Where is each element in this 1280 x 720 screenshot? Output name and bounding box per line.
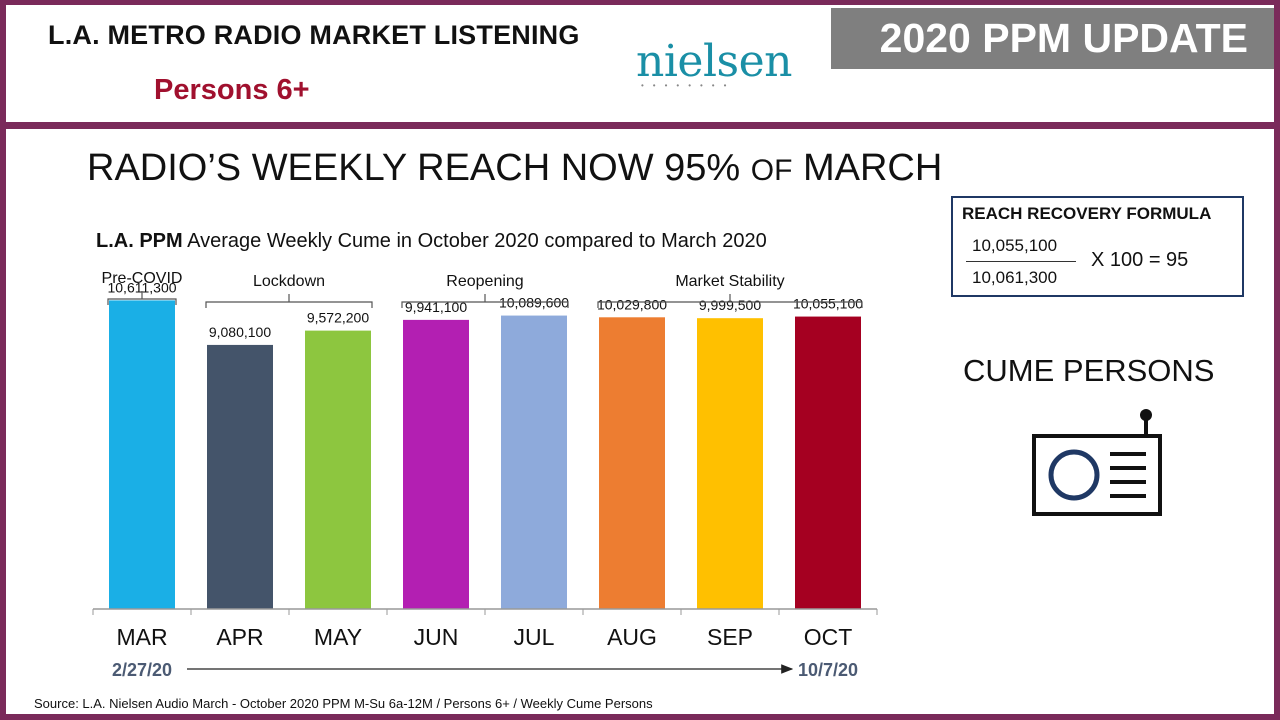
reach-recovery-formula: REACH RECOVERY FORMULA 10,055,100 10,061… [951,196,1244,297]
category-label-jul: JUL [514,624,555,650]
category-label-sep: SEP [707,624,753,650]
category-label-jun: JUN [414,624,459,650]
bar-oct [795,316,861,609]
source-note: Source: L.A. Nielsen Audio March - Octob… [34,696,653,711]
headline-part2: OF [750,154,793,187]
headline-part3: MARCH [792,147,943,189]
bar-mar [109,300,175,609]
period-bracket-lockdown [205,301,373,308]
radio-icon [1032,409,1162,516]
formula-numerator: 10,055,100 [972,236,1058,255]
chart-title: L.A. PPM Average Weekly Cume in October … [96,230,767,253]
formula-title: REACH RECOVERY FORMULA [962,204,1212,223]
value-label-sep: 9,999,500 [699,297,761,313]
formula-result: X 100 = 95 [1091,249,1189,271]
frame-right [1274,0,1280,720]
bar-apr [207,344,273,609]
nielsen-logo: nielsen [636,36,792,87]
bar-jul [501,315,567,609]
value-label-apr: 9,080,100 [209,324,271,340]
chart-title-rest: Average Weekly Cume in October 2020 comp… [182,230,767,252]
frame-bottom [0,714,1280,720]
category-label-may: MAY [314,624,362,650]
fraction-line [966,261,1076,262]
period-label-pre-covid: Pre-COVID [102,270,183,287]
value-label-mar: 10,611,300 [107,279,176,295]
frame-top [0,0,1280,5]
bar-jun [403,319,469,609]
bar-sep [697,318,763,609]
timeline-end-label: 10/7/20 [798,660,858,680]
category-label-oct: OCT [804,624,853,650]
formula-denominator: 10,061,300 [972,268,1058,287]
header-divider [0,122,1280,129]
bar-may [305,330,371,609]
category-label-apr: APR [216,624,263,650]
page-title: L.A. METRO RADIO MARKET LISTENING [48,20,580,50]
bar-aug [599,317,665,609]
period-label-reopening: Reopening [446,273,523,290]
headline: RADIO’S WEEKLY REACH NOW 95% OF MARCH [87,147,942,190]
category-label-aug: AUG [607,624,657,650]
frame-left [0,0,6,720]
value-label-may: 9,572,200 [307,310,369,326]
cume-persons-label: CUME PERSONS [963,353,1215,388]
value-label-jun: 9,941,100 [405,299,467,315]
logo-dots: •••••••• [641,81,736,90]
update-badge: 2020 PPM UPDATE [831,8,1274,69]
value-label-aug: 10,029,800 [597,296,667,312]
chart-title-bold: L.A. PPM [96,230,183,252]
page-subtitle: Persons 6+ [154,74,310,106]
headline-part1: RADIO’S WEEKLY REACH NOW 95% [87,147,751,189]
category-label-mar: MAR [116,624,167,650]
period-label-market-stability: Market Stability [675,273,784,290]
value-label-oct: 10,055,100 [793,296,863,312]
timeline-start-label: 2/27/20 [112,660,172,680]
period-label-lockdown: Lockdown [253,273,325,290]
